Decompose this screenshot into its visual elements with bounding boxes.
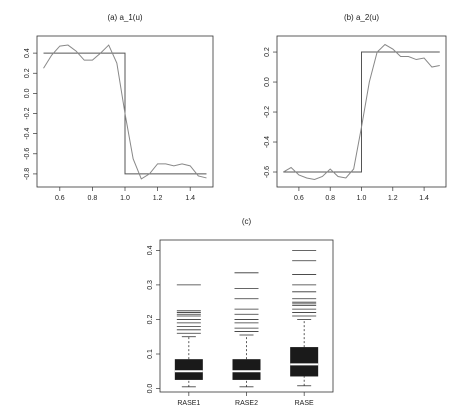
x-tick-label: 0.6 (55, 195, 65, 202)
y-tick-label: -0.8 (24, 168, 31, 180)
y-tick-label: 0.4 (24, 48, 31, 58)
y-tick-label: -0.6 (24, 148, 31, 160)
y-tick-label: 0.2 (147, 314, 154, 324)
x-tick-label: 0.6 (294, 195, 304, 202)
y-tick-label: -0.4 (264, 136, 271, 148)
x-tick-label: 1.2 (388, 195, 398, 202)
panel-title: (b) a_2(u) (344, 13, 379, 22)
x-tick-label: 1.0 (120, 195, 130, 202)
line-series (283, 43, 440, 181)
panel-title: (c) (242, 217, 252, 226)
y-tick-label: 0.0 (147, 384, 154, 394)
box (174, 359, 203, 380)
y-tick-label: 0.1 (147, 349, 154, 359)
x-tick-label: 0.8 (325, 195, 335, 202)
x-tick-label: 1.4 (185, 195, 195, 202)
y-tick-label: -0.6 (264, 166, 271, 178)
y-tick-label: 0.2 (264, 47, 271, 57)
x-tick-label: 1.2 (153, 195, 163, 202)
y-tick-label: 0.2 (24, 68, 31, 78)
x-tick-label: RASE2 (235, 400, 258, 407)
line-series (283, 51, 440, 173)
line-series (43, 44, 207, 180)
y-tick-label: -0.4 (24, 128, 31, 140)
panel-title: (a) a_1(u) (107, 13, 142, 22)
x-tick-label: 1.4 (419, 195, 429, 202)
y-tick-label: 0.0 (24, 88, 31, 98)
x-tick-label: 0.8 (88, 195, 98, 202)
box (290, 347, 319, 377)
y-tick-label: 0.0 (264, 77, 271, 87)
x-tick-label: RASE (295, 400, 314, 407)
x-tick-label: RASE1 (177, 400, 200, 407)
x-tick-label: 1.0 (357, 195, 367, 202)
y-tick-label: 0.3 (147, 280, 154, 290)
y-tick-label: -0.2 (264, 106, 271, 118)
y-tick-label: -0.2 (24, 107, 31, 119)
box (232, 359, 261, 380)
y-tick-label: 0.4 (147, 245, 154, 255)
